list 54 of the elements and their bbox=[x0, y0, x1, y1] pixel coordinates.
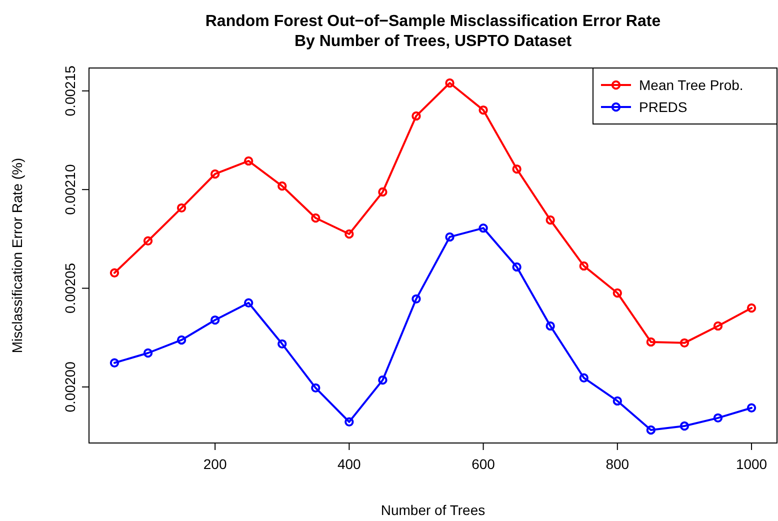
y-tick-label: 0.00205 bbox=[62, 262, 78, 314]
point bbox=[713, 321, 723, 331]
x-tick-label: 1000 bbox=[736, 456, 768, 472]
point bbox=[746, 303, 756, 313]
point bbox=[244, 156, 254, 166]
point bbox=[311, 383, 320, 393]
point bbox=[344, 229, 354, 239]
x-tick-label: 200 bbox=[203, 456, 227, 472]
point bbox=[579, 261, 588, 271]
point bbox=[713, 413, 723, 423]
point bbox=[478, 105, 488, 115]
chart-title: Random Forest Out−of−Sample Misclassification Error Rate By Number of Trees, USPTO Dataset bbox=[205, 13, 661, 50]
point bbox=[143, 348, 153, 358]
point bbox=[646, 337, 656, 347]
point bbox=[344, 417, 354, 426]
point bbox=[278, 339, 287, 349]
point bbox=[746, 403, 756, 412]
point bbox=[176, 335, 186, 345]
point bbox=[210, 169, 220, 179]
y-axis-title: Misclassification Error Rate (%) bbox=[9, 158, 25, 354]
point bbox=[546, 215, 555, 225]
x-axis-title: Number of Trees bbox=[380, 502, 486, 518]
point bbox=[680, 421, 690, 431]
point bbox=[612, 396, 622, 406]
point bbox=[378, 375, 388, 385]
point bbox=[278, 181, 287, 191]
point bbox=[110, 268, 120, 278]
y-tick-label: 0.00215 bbox=[62, 65, 78, 116]
point bbox=[143, 236, 153, 246]
point bbox=[244, 298, 254, 308]
point bbox=[512, 164, 522, 174]
point bbox=[176, 203, 186, 213]
point bbox=[680, 338, 690, 348]
point bbox=[646, 425, 656, 435]
point bbox=[445, 78, 454, 88]
point bbox=[311, 213, 320, 223]
point bbox=[546, 321, 555, 331]
point bbox=[512, 262, 522, 272]
x-tick-label: 400 bbox=[338, 456, 362, 472]
point bbox=[210, 315, 220, 325]
legend-label: Mean Tree Prob. bbox=[639, 77, 744, 93]
point bbox=[478, 223, 488, 233]
x-tick-label: 600 bbox=[472, 456, 496, 472]
y-tick-label: 0.00200 bbox=[62, 361, 78, 412]
point bbox=[110, 358, 120, 368]
point bbox=[612, 288, 622, 298]
y-tick-label: 0.00210 bbox=[62, 164, 78, 215]
point bbox=[445, 232, 454, 242]
point bbox=[412, 111, 421, 121]
point bbox=[378, 187, 388, 197]
point bbox=[412, 294, 421, 304]
legend-label: PREDS bbox=[639, 99, 688, 115]
x-tick-label: 800 bbox=[606, 456, 630, 472]
point bbox=[579, 373, 588, 382]
